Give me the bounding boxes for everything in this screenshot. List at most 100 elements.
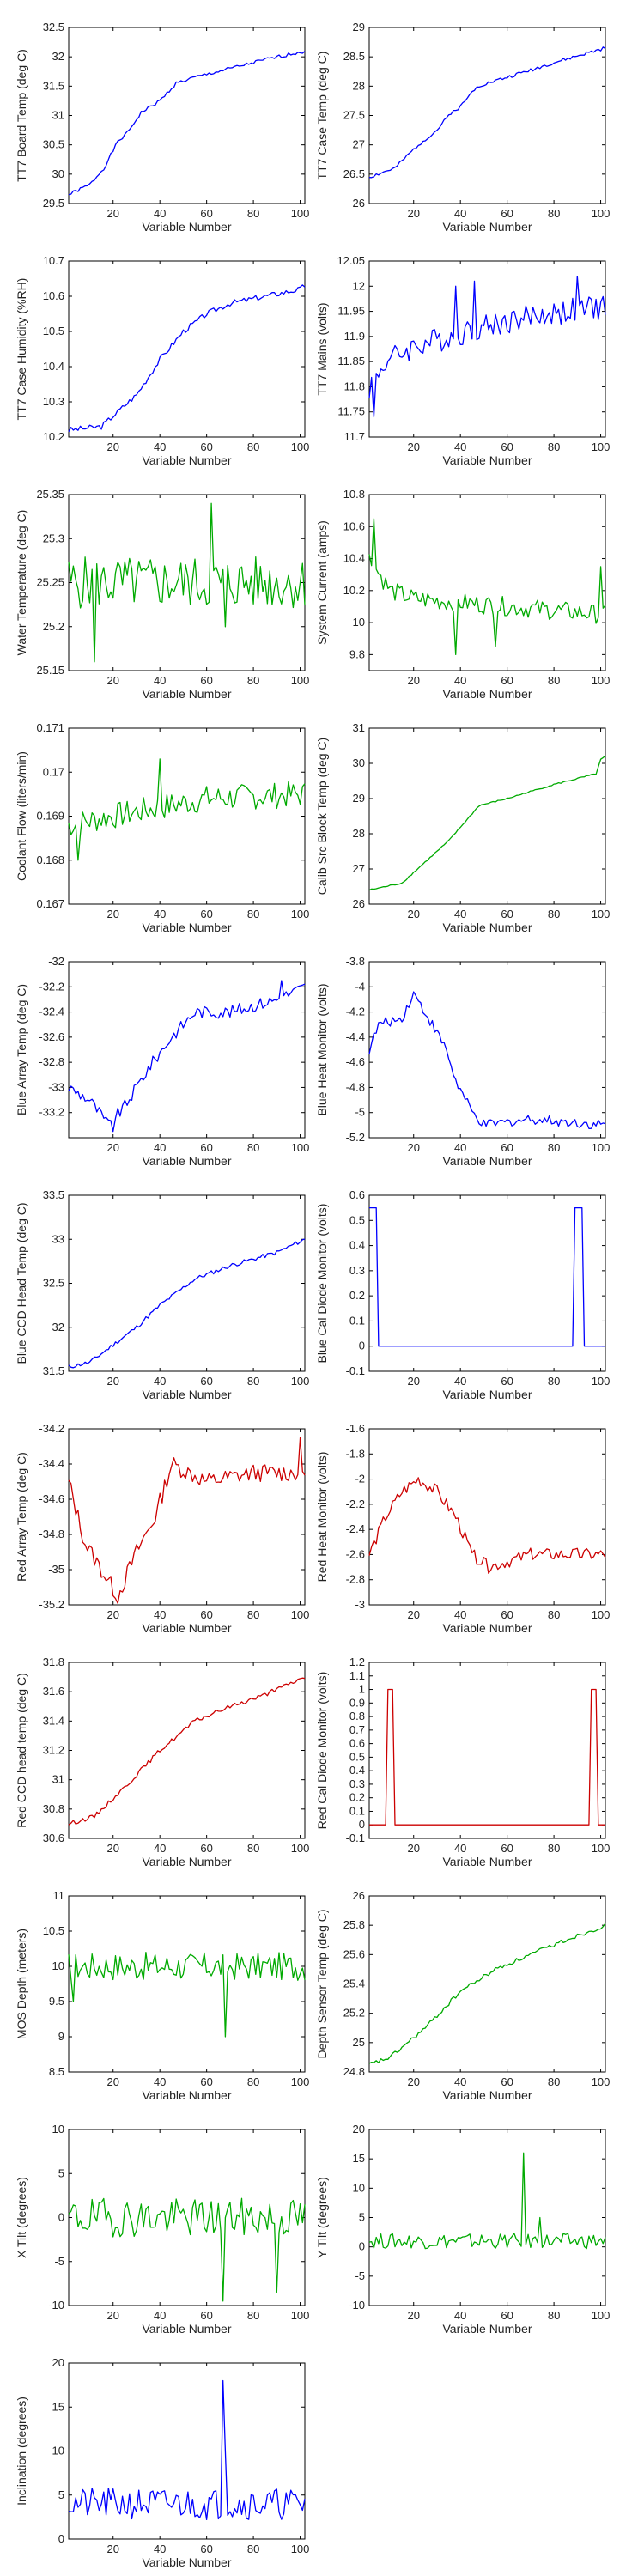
chart-panel-15: 20 40 60 80 100 30.6 30.8 31 31.2 31.4 31.6 31.8 Var… bbox=[15, 1656, 309, 1868]
series-line bbox=[368, 1477, 606, 1574]
x-axis-label: Variable Number bbox=[142, 920, 231, 934]
chart-panel-8: 20 40 60 80 100 26 27 28 29 30 31 Variable Number Ca… bbox=[315, 721, 610, 934]
x-axis-label: Variable Number bbox=[442, 1388, 532, 1401]
y-axis-label: TT7 Case Humidity (%RH) bbox=[15, 278, 28, 421]
chart-panel-6: 20 40 60 80 100 9.8 10 10.2 10.4 10.6 10.8 Variable… bbox=[315, 488, 610, 701]
y-tick-label: 0.2 bbox=[349, 1791, 365, 1804]
y-tick-label: -10 bbox=[48, 2299, 64, 2312]
chart-panel-14: 20 40 60 80 100 -3 -2.8 -2.6 -2.4 -2.2 -2 -1.8 -1.6 V… bbox=[315, 1422, 610, 1635]
x-axis-label: Variable Number bbox=[442, 687, 532, 701]
y-tick-label: 0.9 bbox=[349, 1696, 365, 1709]
y-tick-label: 15 bbox=[353, 2152, 365, 2165]
y-tick-label: -5 bbox=[355, 1106, 365, 1119]
series-line bbox=[68, 2197, 306, 2302]
x-tick-label: 80 bbox=[247, 2309, 259, 2322]
y-tick-label: 32.5 bbox=[43, 1277, 64, 1290]
x-tick-label: 20 bbox=[407, 1141, 419, 1154]
x-tick-label: 80 bbox=[548, 2075, 560, 2088]
plot-area bbox=[368, 1428, 606, 1606]
y-tick-label: 0 bbox=[359, 1818, 365, 1831]
x-tick-label: 100 bbox=[592, 1375, 611, 1388]
x-tick-label: 40 bbox=[154, 2075, 166, 2088]
x-axis-label: Variable Number bbox=[442, 920, 532, 934]
y-tick-label: 0.8 bbox=[349, 1710, 365, 1722]
plot-area bbox=[68, 27, 306, 204]
chart-panel-10: 20 40 60 80 100 -5.2 -5 -4.8 -4.6 -4.4 -4.2 -4 -3.8 V… bbox=[315, 955, 610, 1168]
series-line bbox=[368, 275, 606, 418]
chart-panel-21: 20 40 60 80 100 0 5 10 15 20 Variable Number Inclin… bbox=[15, 2356, 309, 2569]
chart-panel-3: 20 40 60 80 100 10.2 10.3 10.4 10.5 10.6 10.7 Varia… bbox=[15, 254, 309, 467]
x-tick-label: 80 bbox=[548, 1842, 560, 1855]
x-tick-label: 20 bbox=[407, 908, 419, 920]
y-tick-label: -1.8 bbox=[346, 1447, 365, 1460]
chart-panel-2: 20 40 60 80 100 26 26.5 27 27.5 28 28.5 29 Variable … bbox=[315, 21, 610, 234]
y-tick-label: -5 bbox=[54, 2255, 64, 2268]
x-tick-label: 40 bbox=[154, 674, 166, 687]
x-axis-label: Variable Number bbox=[142, 220, 231, 234]
x-tick-label: 20 bbox=[407, 674, 419, 687]
y-tick-label: 0.17 bbox=[43, 765, 64, 778]
y-tick-label: 10 bbox=[353, 2181, 365, 2194]
plot-area bbox=[368, 1194, 606, 1372]
y-tick-label: 11.9 bbox=[344, 330, 365, 343]
series-line bbox=[68, 1677, 306, 1826]
chart-panel-17: 20 40 60 80 100 8.5 9 9.5 10 10.5 11 Variable Numbe… bbox=[15, 1889, 309, 2102]
y-tick-label: 10.6 bbox=[43, 289, 64, 302]
y-tick-label: 10.2 bbox=[343, 584, 365, 597]
y-tick-label: 9.5 bbox=[49, 1995, 64, 2008]
y-tick-label: 0 bbox=[359, 2240, 365, 2253]
y-tick-label: 0 bbox=[359, 1340, 365, 1352]
x-tick-label: 100 bbox=[592, 1608, 611, 1621]
y-axis-label: Coolant Flow (liters/min) bbox=[15, 751, 28, 881]
y-tick-label: 8.5 bbox=[49, 2065, 64, 2078]
y-tick-label: 11.95 bbox=[337, 305, 365, 318]
x-axis-label: Variable Number bbox=[142, 1621, 231, 1635]
y-tick-label: -2.8 bbox=[346, 1573, 365, 1586]
y-tick-label: 29 bbox=[353, 21, 365, 33]
y-tick-label: 0.168 bbox=[36, 854, 64, 866]
x-tick-label: 60 bbox=[200, 207, 212, 220]
y-axis-label: Red CCD head temp (deg C) bbox=[15, 1673, 28, 1828]
plot-area bbox=[368, 727, 606, 905]
y-tick-label: -4.4 bbox=[346, 1030, 365, 1043]
y-tick-label: 0 bbox=[58, 2211, 64, 2224]
y-tick-label: 30.6 bbox=[43, 1832, 64, 1844]
y-tick-label: 33.5 bbox=[43, 1188, 64, 1201]
chart-panel-5: 20 40 60 80 100 25.15 25.2 25.25 25.3 25.35 Variab… bbox=[15, 488, 309, 701]
x-tick-label: 100 bbox=[291, 2543, 310, 2555]
y-tick-label: 0.167 bbox=[36, 897, 64, 910]
y-tick-label: 0.6 bbox=[349, 1188, 365, 1201]
y-tick-label: 26 bbox=[353, 197, 365, 210]
x-tick-label: 60 bbox=[200, 1608, 212, 1621]
x-tick-label: 20 bbox=[106, 207, 118, 220]
series-line bbox=[68, 758, 306, 861]
x-tick-label: 100 bbox=[291, 1375, 310, 1388]
x-tick-label: 100 bbox=[291, 1141, 310, 1154]
y-tick-label: 28.5 bbox=[343, 50, 365, 63]
x-tick-label: 20 bbox=[106, 674, 118, 687]
x-tick-label: 60 bbox=[200, 2309, 212, 2322]
y-tick-label: -5 bbox=[355, 2269, 365, 2282]
x-tick-label: 20 bbox=[407, 207, 419, 220]
chart-panel-16: 20 40 60 80 100 -0.100.10.20.30.40.50.60.70.8… bbox=[315, 1656, 610, 1868]
x-tick-label: 40 bbox=[454, 1842, 466, 1855]
plot-area bbox=[68, 2129, 306, 2306]
x-tick-label: 40 bbox=[154, 440, 166, 453]
y-tick-label: 25 bbox=[353, 2036, 365, 2049]
x-tick-label: 40 bbox=[154, 207, 166, 220]
y-axis-label: TT7 Case Temp (deg C) bbox=[315, 52, 329, 180]
x-tick-label: 20 bbox=[407, 2075, 419, 2088]
y-tick-label: -0.1 bbox=[346, 1364, 365, 1377]
x-tick-label: 100 bbox=[291, 1608, 310, 1621]
x-tick-label: 60 bbox=[200, 1375, 212, 1388]
y-tick-label: -34.4 bbox=[39, 1457, 64, 1470]
x-tick-label: 100 bbox=[291, 2309, 310, 2322]
y-axis-label: Red Array Temp (deg C) bbox=[15, 1452, 28, 1582]
x-tick-label: 40 bbox=[154, 1608, 166, 1621]
y-tick-label: 0.4 bbox=[349, 1239, 365, 1252]
y-tick-label: 31.5 bbox=[43, 79, 64, 92]
y-tick-label: 30 bbox=[353, 756, 365, 769]
y-tick-label: 0.2 bbox=[349, 1289, 365, 1302]
series-line bbox=[68, 1952, 306, 2038]
y-axis-label: X Tilt (degrees) bbox=[15, 2177, 28, 2258]
